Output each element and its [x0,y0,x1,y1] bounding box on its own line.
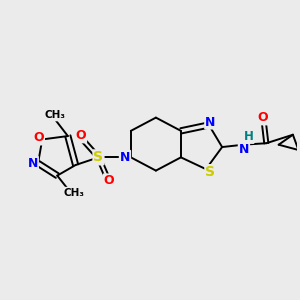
Text: N: N [28,157,38,170]
Text: O: O [76,129,86,142]
Text: S: S [94,150,103,164]
Text: CH₃: CH₃ [63,188,84,198]
Text: N: N [239,143,249,157]
Text: O: O [33,131,44,145]
Text: S: S [206,165,215,179]
Text: CH₃: CH₃ [44,110,65,120]
Text: O: O [104,174,114,188]
Text: N: N [120,151,130,164]
Text: H: H [244,130,254,143]
Text: N: N [205,116,215,128]
Text: O: O [257,111,268,124]
